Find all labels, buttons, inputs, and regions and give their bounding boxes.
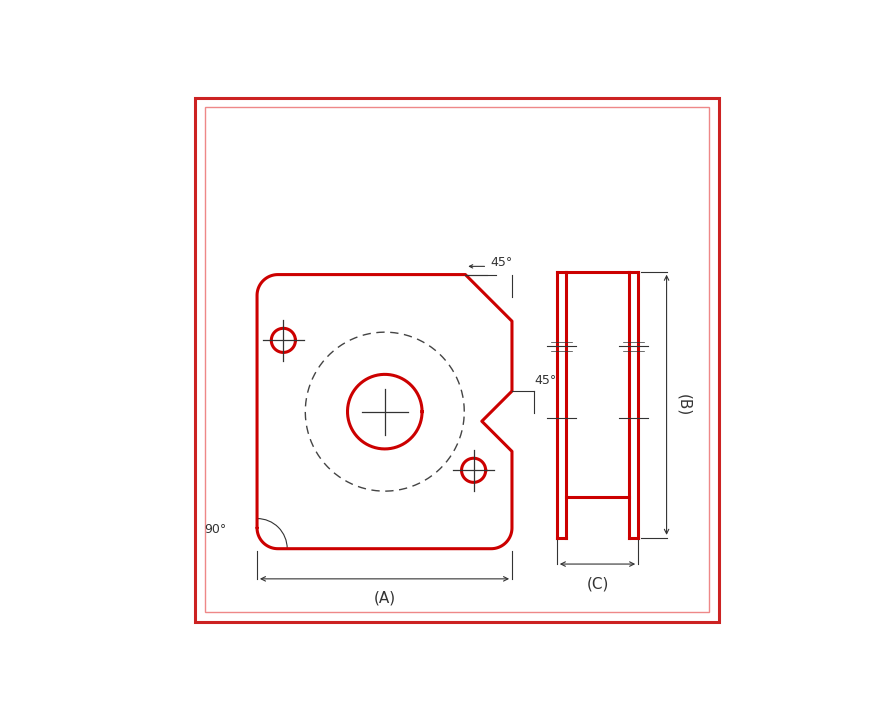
Text: (B): (B) [676,394,691,416]
Text: 45°: 45° [534,374,556,387]
Text: (A): (A) [374,591,395,606]
Text: 45°: 45° [490,256,512,269]
Text: (C): (C) [586,576,608,591]
Text: 90°: 90° [204,523,227,536]
